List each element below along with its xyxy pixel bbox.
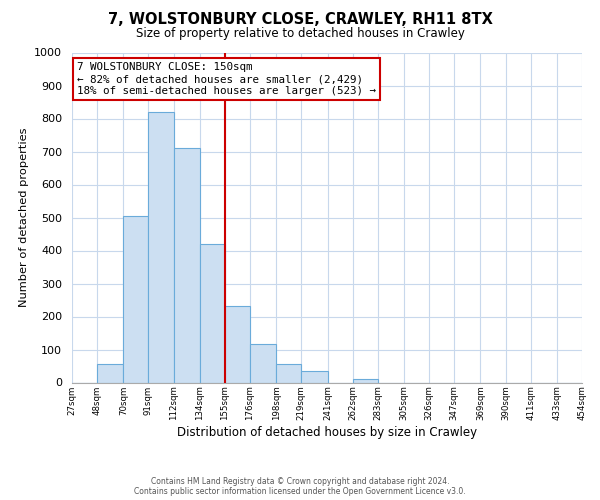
- Bar: [200, 244, 225, 382]
- Bar: [148, 112, 173, 382]
- Y-axis label: Number of detached properties: Number of detached properties: [19, 128, 29, 307]
- X-axis label: Distribution of detached houses by size in Crawley: Distribution of detached houses by size …: [177, 426, 477, 438]
- Bar: [173, 148, 200, 382]
- Bar: [225, 306, 250, 382]
- Bar: [97, 364, 124, 382]
- Bar: [250, 344, 276, 382]
- Bar: [124, 216, 148, 382]
- Text: Contains HM Land Registry data © Crown copyright and database right 2024.
Contai: Contains HM Land Registry data © Crown c…: [134, 476, 466, 496]
- Text: Size of property relative to detached houses in Crawley: Size of property relative to detached ho…: [136, 28, 464, 40]
- Text: 7, WOLSTONBURY CLOSE, CRAWLEY, RH11 8TX: 7, WOLSTONBURY CLOSE, CRAWLEY, RH11 8TX: [107, 12, 493, 28]
- Bar: [353, 378, 378, 382]
- Bar: [301, 371, 328, 382]
- Text: 7 WOLSTONBURY CLOSE: 150sqm
← 82% of detached houses are smaller (2,429)
18% of : 7 WOLSTONBURY CLOSE: 150sqm ← 82% of det…: [77, 62, 376, 96]
- Bar: [276, 364, 301, 382]
